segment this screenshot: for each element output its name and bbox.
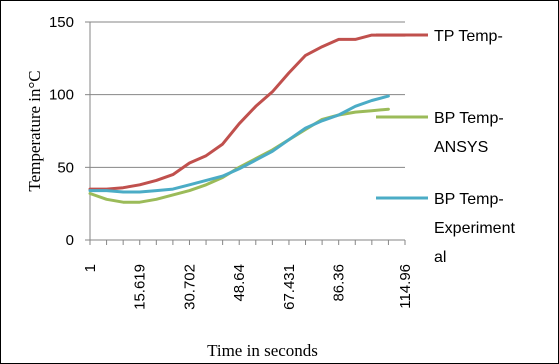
series-line-bp-temp-experimental xyxy=(88,94,390,194)
x-tick-label: 1 xyxy=(82,264,99,272)
x-tick-label: 86.36 xyxy=(331,264,348,302)
legend-label: al xyxy=(434,249,446,266)
legend-label: ANSYS xyxy=(434,139,488,156)
y-tick-label: 150 xyxy=(49,14,74,31)
x-tick-label: 15.619 xyxy=(132,264,149,310)
legend-label: TP Temp- xyxy=(434,28,503,45)
series-line-tp-temp xyxy=(88,33,407,191)
x-tick-label: 114.96 xyxy=(397,264,414,309)
x-tick-label: 67.431 xyxy=(281,264,298,310)
y-tick-label: 50 xyxy=(57,159,74,176)
legend-label: BP Temp- xyxy=(434,191,504,208)
y-tick-label: 0 xyxy=(66,232,74,249)
x-axis-title: Time in seconds xyxy=(207,341,318,360)
legend-label: Experiment xyxy=(434,220,515,237)
x-tick-label: 30.702 xyxy=(181,264,198,310)
legend-label: BP Temp- xyxy=(434,110,504,127)
y-axis-title: Temperature in°C xyxy=(25,70,44,191)
x-tick-label: 48.64 xyxy=(231,264,248,302)
y-tick-label: 100 xyxy=(49,87,74,104)
